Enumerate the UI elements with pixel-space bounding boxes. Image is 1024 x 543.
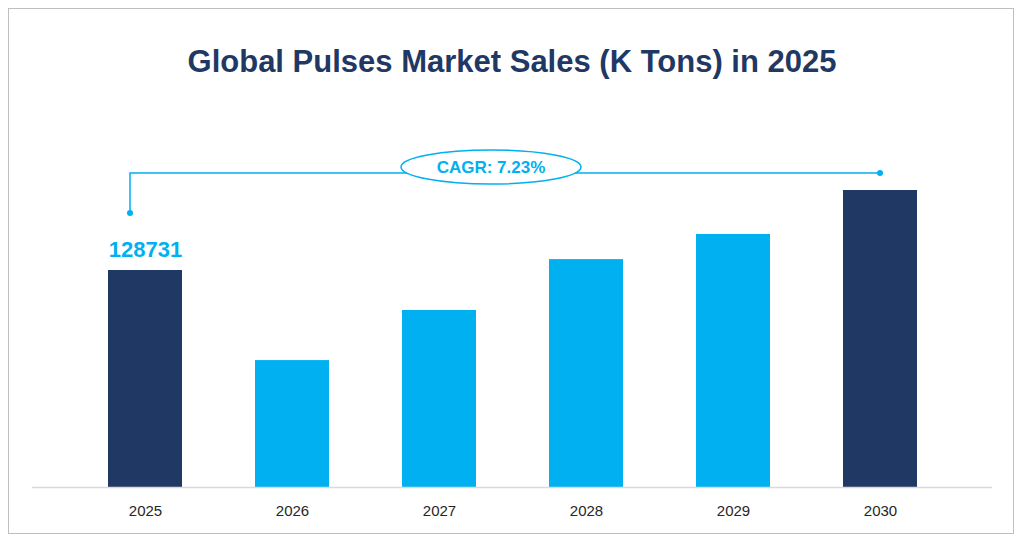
svg-text:2030: 2030	[864, 502, 897, 519]
svg-text:2027: 2027	[423, 502, 456, 519]
svg-text:2028: 2028	[570, 502, 603, 519]
svg-text:2026: 2026	[276, 502, 309, 519]
html-text:Global Pulses Market Sales (K: Global Pulses Market Sales (K Tons) in 2…	[187, 44, 837, 79]
svg-text:2025: 2025	[129, 502, 162, 519]
svg-text:2029: 2029	[717, 502, 750, 519]
svg-text:CAGR: 7.23%: CAGR: 7.23%	[437, 158, 546, 177]
svg-text:128731: 128731	[109, 237, 182, 262]
